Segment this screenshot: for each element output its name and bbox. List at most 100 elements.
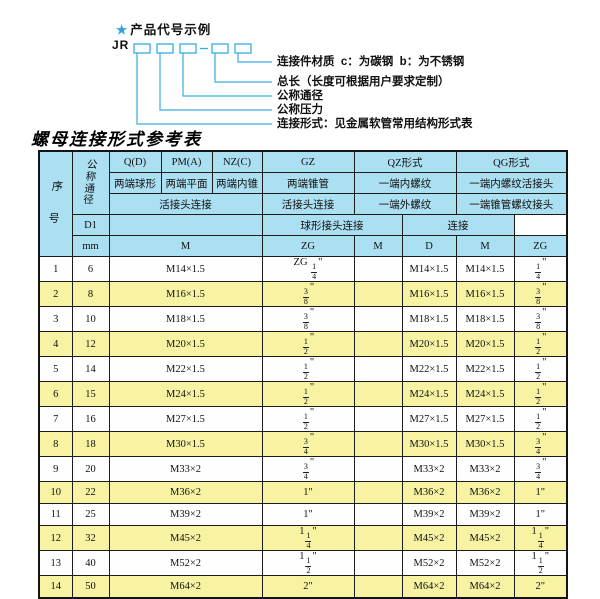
cell-gz: 3 4 " [261,431,355,457]
cell-qg-m: M52×2 [455,550,515,576]
cell-seq: 5 [38,356,73,382]
cell-qg-zg: 3 4 " [513,456,568,482]
leader-line-diameter [182,53,272,97]
header-qz-sub3: 球形接头连接 [261,214,403,236]
cell-qg-m: M20×1.5 [455,331,515,357]
cell-qz-d: M39×2 [401,503,457,526]
table-row: 7 16 M27×1.5 1 2 " M27×1.5 M27×1.5 1 2 " [38,406,568,432]
nut-connection-table: 序号 公称通径 Q(D) PM(A) NZ(C) GZ QZ形式 QG形式 两端… [38,150,569,599]
leader-line-material [237,53,272,63]
cell-qg-zg: 1 2 " [513,356,568,382]
table-title: 螺母连接形式参考表 [31,130,202,150]
cell-qz-m [353,481,403,504]
cell-seq: 6 [38,381,73,407]
cell-dn: 8 [71,281,110,307]
cell-qz-m [353,306,403,332]
code-prefix: JR [112,38,130,52]
label-total-length: 总长（长度可根据用户要求定制） [277,76,450,88]
cell-dn: 10 [71,306,110,332]
cell-qg-m: M18×1.5 [455,306,515,332]
cell-seq: 14 [38,575,73,599]
cell-gz: 2" [261,575,355,599]
header-nz-sub: 两端内锥 [211,172,263,194]
cell-qz-d: M16×1.5 [401,281,457,307]
header-pm-sub: 两端平面 [160,172,213,194]
product-code-example-title: ★ 产品代号示例 [116,19,211,38]
table-body: 1 6 M14×1.5 ZG 1 4 " M14×1.5 M14×1.5 1 4 " 2… [38,256,568,599]
cell-qg-zg: 1 1 4 " [513,525,568,551]
cell-qz-m [353,456,403,482]
cell-m: M33×2 [108,456,263,482]
cell-dn: 32 [71,525,110,551]
cell-dn: 50 [71,575,110,599]
cell-seq: 9 [38,456,73,482]
cell-dn: 18 [71,431,110,457]
cell-qz-d: M30×1.5 [401,431,457,457]
table-header: 序号 公称通径 Q(D) PM(A) NZ(C) GZ QZ形式 QG形式 两端… [38,150,568,257]
label-connection-form: 连接形式：见金属软管常用结构形式表 [277,118,473,130]
table-row: 14 50 M64×2 2" M64×2 M64×2 2" [38,575,568,599]
leader-line-pressure [159,53,272,111]
cell-m: M22×1.5 [108,356,263,382]
leader-line-length [214,53,272,83]
header-qg: QG形式 [455,150,568,173]
header-qz-m: M [353,235,403,257]
cell-qz-d: M27×1.5 [401,406,457,432]
table-row: 13 40 M52×2 1 1 2 " M52×2 M52×2 1 1 2 " [38,550,568,576]
cell-qz-d: M52×2 [401,550,457,576]
header-union-conn: 活接头连接 [108,193,263,215]
header-d1: D1 [71,214,110,236]
header-qg-zg: ZG [513,235,568,257]
table-row: 12 32 M45×2 1 1 4 " M45×2 M45×2 1 1 4 " [38,525,568,551]
cell-gz: 1" [261,503,355,526]
header-seq: 序号 [38,150,73,257]
cell-dn: 22 [71,481,110,504]
catalog-page: { "diagram": { "star": "★", "title": "产品… [31,19,569,599]
cell-dn: 16 [71,406,110,432]
cell-qg-zg: 1 4 " [513,256,568,282]
cell-qz-d: M45×2 [401,525,457,551]
cell-qz-d: M24×1.5 [401,381,457,407]
star-icon: ★ [116,23,129,37]
cell-qg-zg: 1 1 2 " [513,550,568,576]
header-q: Q(D) [108,150,162,173]
cell-qz-m [353,356,403,382]
cell-m: M27×1.5 [108,406,263,432]
nut-connection-table-wrap: 序号 公称通径 Q(D) PM(A) NZ(C) GZ QZ形式 QG形式 两端… [38,150,569,599]
cell-gz: 3 8 " [261,306,355,332]
cell-gz: 1 1 2 " [261,550,355,576]
cell-qg-zg: 2" [513,575,568,599]
header-qz-d: D [401,235,457,257]
table-row: 10 22 M36×2 1" M36×2 M36×2 1" [38,481,568,504]
cell-m: M16×1.5 [108,281,263,307]
cell-dn: 6 [71,256,110,282]
cell-qg-zg: 3 4 " [513,431,568,457]
product-code-diagram-lines [133,43,272,125]
cell-qg-m: M33×2 [455,456,515,482]
cell-m: M24×1.5 [108,381,263,407]
table-row: 8 18 M30×1.5 3 4 " M30×1.5 M30×1.5 3 4 " [38,431,568,457]
cell-seq: 1 [38,256,73,282]
header-gz-sub: 两端锥管 [261,172,355,194]
cell-qz-m [353,381,403,407]
table-row: 9 20 M33×2 3 4 " M33×2 M33×2 3 4 " [38,456,568,482]
cell-qz-m [353,525,403,551]
cell-seq: 8 [38,431,73,457]
cell-seq: 12 [38,525,73,551]
cell-qg-zg: 1" [513,481,568,504]
code-box-2 [156,43,174,54]
cell-m: M64×2 [108,575,263,599]
table-row: 1 6 M14×1.5 ZG 1 4 " M14×1.5 M14×1.5 1 4 " [38,256,568,282]
cell-dn: 14 [71,356,110,382]
cell-m: M20×1.5 [108,331,263,357]
cell-qg-m: M22×1.5 [455,356,515,382]
cell-dn: 12 [71,331,110,357]
header-zg: ZG [261,235,355,257]
cell-qg-zg: 3 8 " [513,306,568,332]
code-box-4 [211,43,229,54]
label-connector-material: 连接件材质 c：为碳钢 b：为不锈钢 [277,56,465,68]
header-mm: mm [71,235,110,257]
cell-qg-m: M24×1.5 [455,381,515,407]
cell-seq: 3 [38,306,73,332]
code-box-3 [179,43,197,54]
